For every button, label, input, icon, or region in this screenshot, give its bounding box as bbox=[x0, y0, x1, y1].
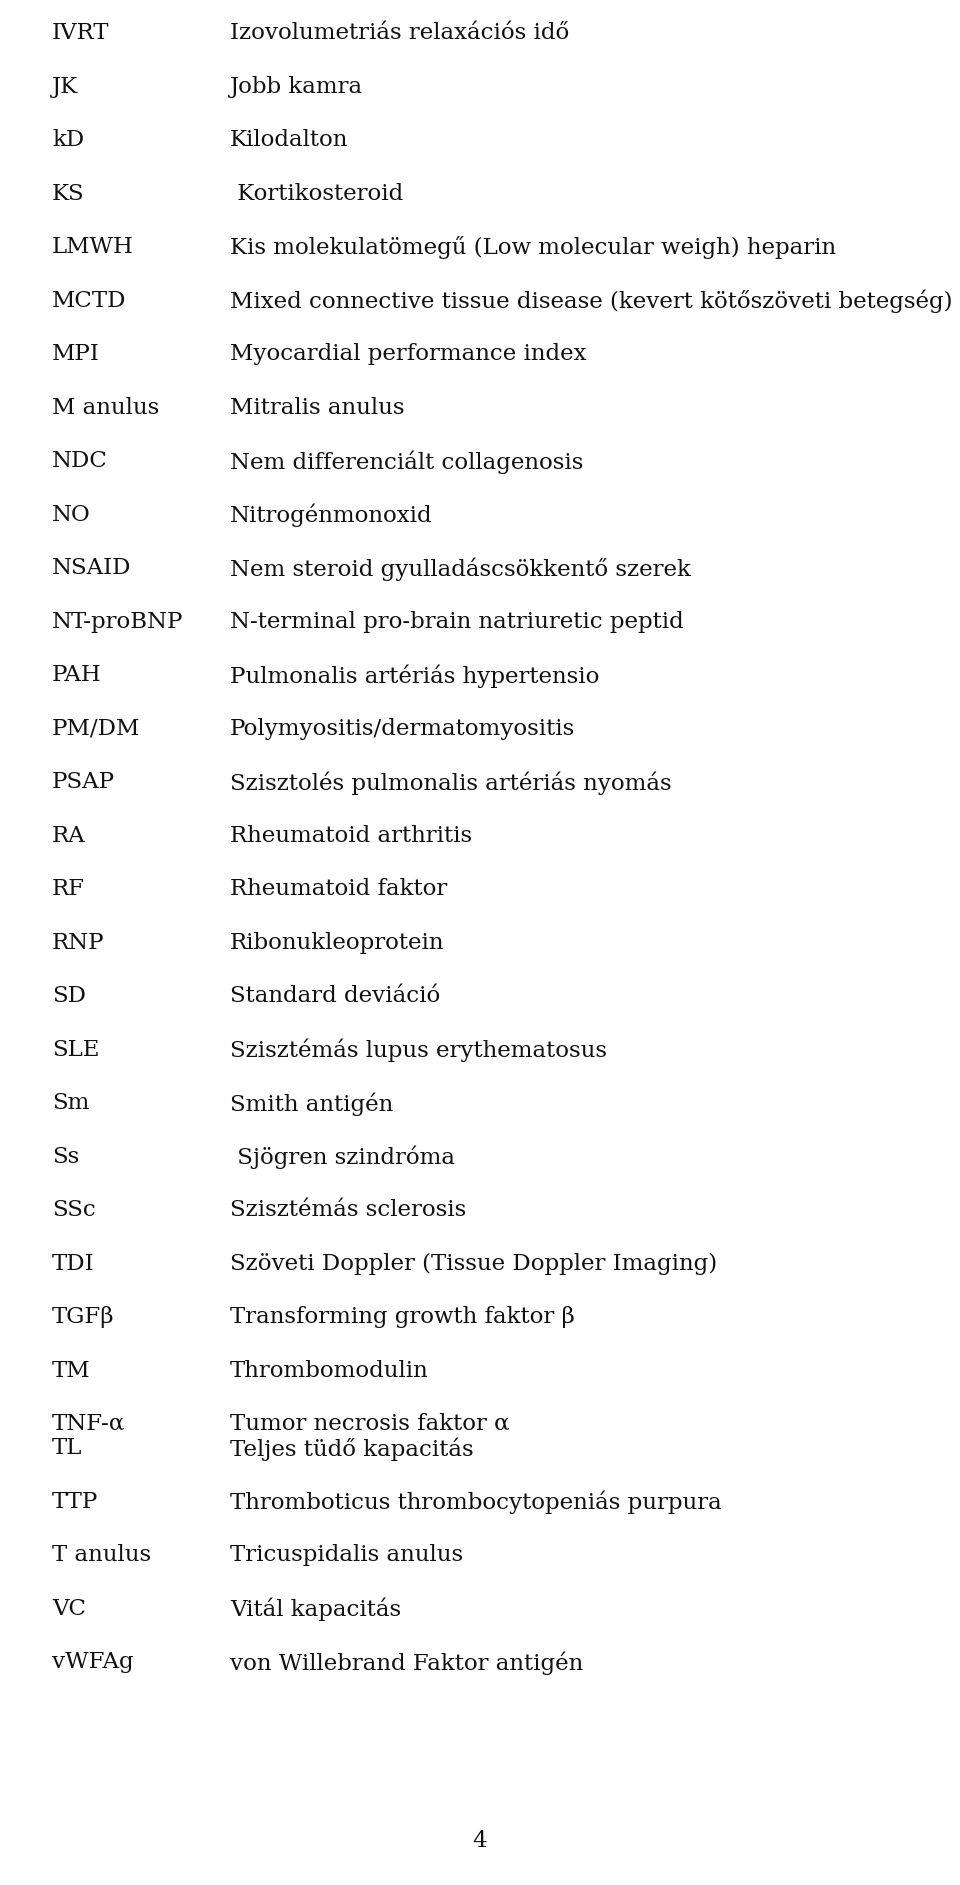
Text: Kis molekulatömegű (Low molecular weigh) heparin: Kis molekulatömegű (Low molecular weigh)… bbox=[230, 236, 836, 258]
Text: PSAP: PSAP bbox=[52, 771, 115, 794]
Text: N-terminal pro-brain natriuretic peptid: N-terminal pro-brain natriuretic peptid bbox=[230, 611, 684, 633]
Text: Szisztémás lupus erythematosus: Szisztémás lupus erythematosus bbox=[230, 1039, 607, 1061]
Text: IVRT: IVRT bbox=[52, 23, 109, 43]
Text: Tricuspidalis anulus: Tricuspidalis anulus bbox=[230, 1544, 463, 1566]
Text: RNP: RNP bbox=[52, 931, 105, 954]
Text: Standard deviáció: Standard deviáció bbox=[230, 986, 441, 1007]
Text: KS: KS bbox=[52, 183, 84, 204]
Text: TGFβ: TGFβ bbox=[52, 1306, 114, 1329]
Text: TL: TL bbox=[52, 1436, 83, 1459]
Text: Thromboticus thrombocytopeniás purpura: Thromboticus thrombocytopeniás purpura bbox=[230, 1491, 722, 1514]
Text: Szisztolés pulmonalis artériás nyomás: Szisztolés pulmonalis artériás nyomás bbox=[230, 771, 672, 794]
Text: Nem differenciált collagenosis: Nem differenciált collagenosis bbox=[230, 451, 584, 473]
Text: Rheumatoid faktor: Rheumatoid faktor bbox=[230, 878, 447, 899]
Text: Kilodalton: Kilodalton bbox=[230, 128, 348, 151]
Text: Szöveti Doppler (Tissue Doppler Imaging): Szöveti Doppler (Tissue Doppler Imaging) bbox=[230, 1252, 717, 1274]
Text: TNF-α: TNF-α bbox=[52, 1414, 125, 1434]
Text: Polymyositis/dermatomyositis: Polymyositis/dermatomyositis bbox=[230, 718, 575, 739]
Text: SLE: SLE bbox=[52, 1039, 100, 1061]
Text: RA: RA bbox=[52, 824, 85, 846]
Text: Ribonukleoprotein: Ribonukleoprotein bbox=[230, 931, 444, 954]
Text: von Willebrand Faktor antigén: von Willebrand Faktor antigén bbox=[230, 1651, 584, 1674]
Text: NDC: NDC bbox=[52, 451, 108, 471]
Text: Jobb kamra: Jobb kamra bbox=[230, 75, 363, 98]
Text: TDI: TDI bbox=[52, 1252, 95, 1274]
Text: MPI: MPI bbox=[52, 343, 100, 366]
Text: Smith antigén: Smith antigén bbox=[230, 1091, 394, 1116]
Text: Myocardial performance index: Myocardial performance index bbox=[230, 343, 587, 366]
Text: Nitrogénmonoxid: Nitrogénmonoxid bbox=[230, 503, 433, 528]
Text: Pulmonalis artériás hypertensio: Pulmonalis artériás hypertensio bbox=[230, 664, 599, 688]
Text: SSc: SSc bbox=[52, 1199, 96, 1221]
Text: Ss: Ss bbox=[52, 1146, 80, 1167]
Text: Vitál kapacitás: Vitál kapacitás bbox=[230, 1597, 401, 1621]
Text: Sm: Sm bbox=[52, 1091, 89, 1114]
Text: Mitralis anulus: Mitralis anulus bbox=[230, 396, 404, 418]
Text: VC: VC bbox=[52, 1597, 86, 1619]
Text: Teljes tüdő kapacitás: Teljes tüdő kapacitás bbox=[230, 1436, 473, 1461]
Text: T anulus: T anulus bbox=[52, 1544, 151, 1566]
Text: TTP: TTP bbox=[52, 1491, 98, 1512]
Text: RF: RF bbox=[52, 878, 85, 899]
Text: MCTD: MCTD bbox=[52, 290, 127, 311]
Text: Tumor necrosis faktor α: Tumor necrosis faktor α bbox=[230, 1414, 510, 1434]
Text: PAH: PAH bbox=[52, 664, 102, 686]
Text: M anulus: M anulus bbox=[52, 396, 159, 418]
Text: Kortikosteroid: Kortikosteroid bbox=[230, 183, 403, 204]
Text: Thrombomodulin: Thrombomodulin bbox=[230, 1359, 429, 1382]
Text: NSAID: NSAID bbox=[52, 556, 132, 579]
Text: Transforming growth faktor β: Transforming growth faktor β bbox=[230, 1306, 575, 1329]
Text: Rheumatoid arthritis: Rheumatoid arthritis bbox=[230, 824, 472, 846]
Text: vWFAg: vWFAg bbox=[52, 1651, 133, 1674]
Text: PM/DM: PM/DM bbox=[52, 718, 140, 739]
Text: LMWH: LMWH bbox=[52, 236, 133, 258]
Text: SD: SD bbox=[52, 986, 86, 1007]
Text: Izovolumetriás relaxációs idő: Izovolumetriás relaxációs idő bbox=[230, 23, 569, 43]
Text: Nem steroid gyulladáscsökkentő szerek: Nem steroid gyulladáscsökkentő szerek bbox=[230, 556, 691, 581]
Text: Sjögren szindróma: Sjögren szindróma bbox=[230, 1146, 455, 1169]
Text: Szisztémás sclerosis: Szisztémás sclerosis bbox=[230, 1199, 467, 1221]
Text: NT-proBNP: NT-proBNP bbox=[52, 611, 183, 633]
Text: NO: NO bbox=[52, 503, 91, 526]
Text: 4: 4 bbox=[472, 1830, 488, 1851]
Text: Mixed connective tissue disease (kevert kötőszöveti betegség): Mixed connective tissue disease (kevert … bbox=[230, 290, 952, 313]
Text: JK: JK bbox=[52, 75, 78, 98]
Text: kD: kD bbox=[52, 128, 84, 151]
Text: TM: TM bbox=[52, 1359, 90, 1382]
